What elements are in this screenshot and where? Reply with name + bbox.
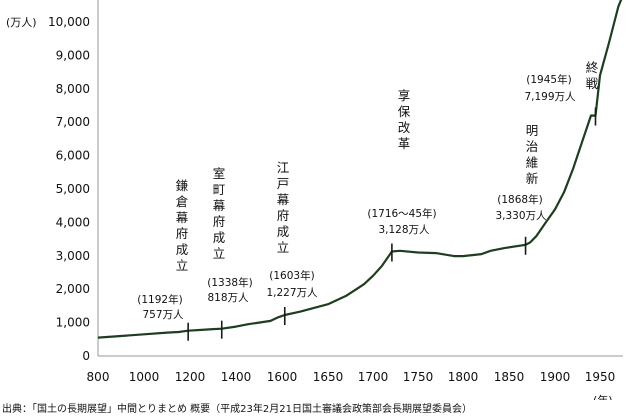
event-label: 室町幕府成立	[213, 166, 226, 261]
event-population-label: 1,227万人	[266, 287, 318, 299]
event-label: 鎌倉幕府成立	[176, 178, 189, 273]
event-year-label: (1192年)	[137, 293, 182, 306]
x-tick-label: 1700	[358, 370, 389, 384]
y-axis-unit: (万人)	[6, 16, 37, 29]
series-layer	[97, 0, 623, 339]
event-label: 享保改革	[398, 88, 411, 151]
event-year-label: (1868年)	[497, 193, 542, 206]
x-tick-label: 1800	[448, 370, 479, 384]
y-tick-label: 8,000	[56, 82, 90, 96]
event-year-label: (1945年)	[526, 73, 571, 86]
x-tick-label: 1950	[585, 370, 616, 384]
y-tick-label: 0	[82, 349, 90, 363]
x-tick-label: 1750	[403, 370, 434, 384]
y-tick-label: 4,000	[56, 215, 90, 229]
y-tick-label: 5,000	[56, 182, 90, 196]
x-tick-label: 1900	[540, 370, 571, 384]
population-chart: 0 1,000 2,000 3,000 4,000 5,000 6,000 7,000 8,00…	[6, 0, 623, 400]
event-label: 終戦	[586, 60, 599, 91]
population-line	[97, 0, 623, 339]
source-note: 出典：「国土の長期展望」中間とりまとめ 概要（平成23年2月21日国土審議会政策…	[2, 404, 472, 415]
y-tick-label: 9,000	[56, 48, 90, 62]
event-year-label: (1716～45年)	[367, 207, 436, 220]
y-tick-label: 7,000	[56, 115, 90, 129]
y-tick-label: 2,000	[56, 282, 90, 296]
y-tick-label: 10,000	[48, 15, 90, 29]
x-tick-label: 1000	[129, 370, 160, 384]
event-label: 明治維新	[526, 123, 539, 186]
x-tick-label: 1200	[175, 370, 206, 384]
axis-layer: 0 1,000 2,000 3,000 4,000 5,000 6,000 7,000 8,00…	[6, 0, 623, 400]
event-year-label: (1603年)	[269, 269, 314, 282]
event-label: 江戸幕府成立	[277, 160, 290, 255]
x-tick-label: 1600	[267, 370, 298, 384]
event-population-label: 818万人	[207, 292, 249, 304]
event-population-label: 7,199万人	[524, 91, 576, 103]
event-layer: 鎌倉幕府成立 (1192年) 757万人 室町幕府成立 (1338年) 818万人 江戸幕府…	[137, 60, 599, 341]
y-tick-label: 1,000	[56, 316, 90, 330]
y-tick-label: 6,000	[56, 149, 90, 163]
y-tick-label: 3,000	[56, 249, 90, 263]
event-population-label: 3,128万人	[378, 224, 430, 236]
x-tick-label: 800	[87, 370, 110, 384]
event-population-label: 757万人	[142, 309, 184, 321]
x-axis-unit: (年)	[593, 393, 613, 400]
x-tick-label: 1400	[221, 370, 252, 384]
event-year-label: (1338年)	[207, 276, 252, 289]
event-population-label: 3,330万人	[495, 210, 547, 222]
x-tick-label: 1850	[494, 370, 525, 384]
x-tick-label: 1650	[313, 370, 344, 384]
